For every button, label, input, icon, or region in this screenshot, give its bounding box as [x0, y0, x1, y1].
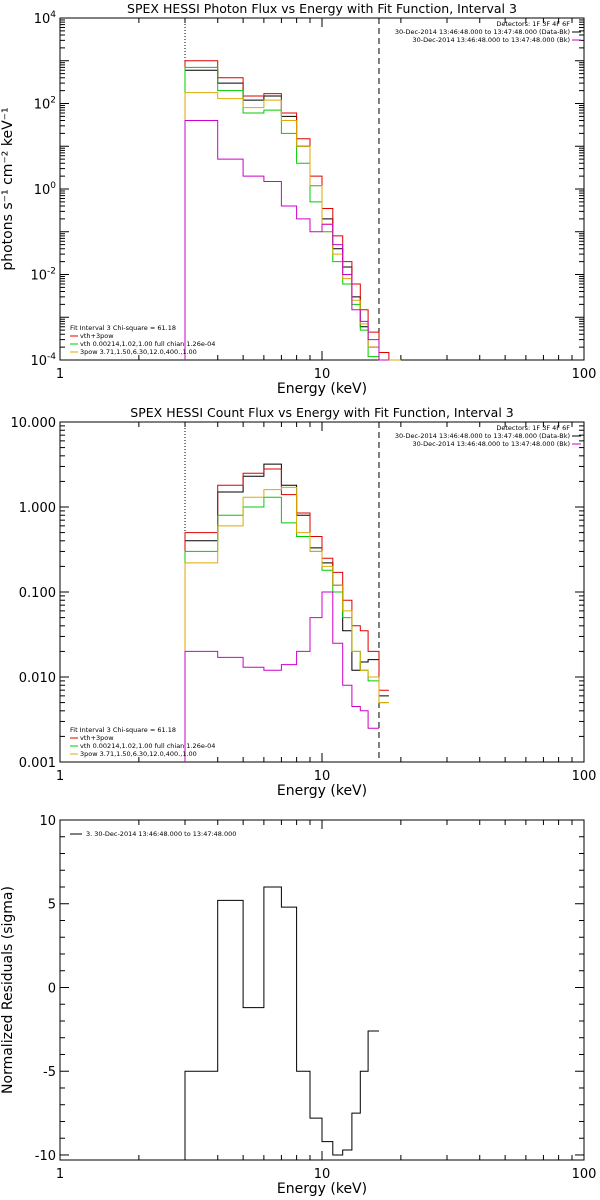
series-5-line [184, 120, 389, 361]
chart-1: 1 10 100 10-4 10-2 100 102 104 SPEX HESSI Photon… [0, 1, 596, 397]
y-tick-label: 0 [48, 981, 56, 996]
series-5-line [184, 591, 379, 762]
series-4-line [184, 486, 389, 762]
legend-top-right-text: Detectors: 1F 3F 4F 6F [496, 20, 570, 28]
legend-bottom-left-text: vth 0.00214,1.02,1.00 full chian 1.26e-0… [80, 340, 215, 348]
y-tick-label: 1.000 [19, 501, 56, 516]
legend-top-right-text: 30-Dec-2014 13:46:48.000 to 13:47:48.000… [413, 36, 571, 44]
y-tick-label: 10 [39, 814, 56, 829]
legend-top-right-text: 30-Dec-2014 13:46:48.000 to 13:47:48.000… [413, 440, 571, 448]
legend-top-right-text: Detectors: 1F 3F 4F 6F [496, 424, 570, 432]
legend-bottom-left-text: 3pow 3.71,1.50,6.30,12.0,400.,1.00 [80, 348, 197, 356]
x-tick-label: 10 [314, 1167, 331, 1182]
x-axis-label: Energy (keV) [277, 381, 367, 397]
x-axis-label: Energy (keV) [277, 1181, 367, 1197]
y-tick-label: 102 [34, 96, 56, 113]
legend-bottom-left-text: 3pow 3.71,1.50,6.30,12.0,400.,1.00 [80, 750, 197, 758]
y-axis-label: photons s⁻¹ cm⁻² keV⁻¹ [0, 107, 16, 270]
series-3-line [184, 496, 389, 762]
chart-title: SPEX HESSI Photon Flux vs Energy with Fi… [127, 1, 517, 16]
legend-bottom-left-text: vth+3pow [80, 734, 114, 742]
y-axis-label: Normalized Residuals (sigma) [0, 886, 16, 1094]
x-tick-label: 10 [314, 367, 331, 382]
y-tick-label: 100 [34, 181, 57, 198]
legend-bottom-left-text: Fit Interval 3 Chi-square = 61.18 [70, 324, 176, 332]
legend-top-left-text: 3. 30-Dec-2014 13:46:48.000 to 13:47:48.… [86, 830, 236, 838]
series-3-line [184, 66, 389, 361]
y-tick-label: -5 [43, 1065, 56, 1080]
legend-bottom-left-text: vth+3pow [80, 332, 114, 340]
legend-top-right-text: 30-Dec-2014 13:46:48.000 to 13:47:48.000… [395, 432, 570, 440]
y-tick-label: 10.000 [11, 416, 57, 431]
y-tick-label: 104 [34, 10, 57, 27]
y-tick-label: -10 [35, 1149, 56, 1164]
x-tick-label: 100 [572, 1167, 597, 1182]
legend-bottom-left-text: vth 0.00214,1.02,1.00 full chian 1.26e-0… [80, 742, 215, 750]
x-tick-label: 1 [56, 1167, 64, 1182]
y-tick-label: 0.010 [19, 671, 56, 686]
series-2-line [184, 468, 389, 762]
x-tick-label: 10 [314, 769, 331, 784]
chart-title: SPEX HESSI Count Flux vs Energy with Fit… [130, 405, 513, 420]
series-1-line [184, 886, 379, 1160]
x-tick-label: 1 [56, 769, 64, 784]
x-tick-label: 100 [572, 367, 597, 382]
series-1-line [184, 69, 389, 361]
plot-frame [59, 819, 585, 1161]
legend-bottom-left-text: Fit Interval 3 Chi-square = 61.18 [70, 726, 176, 734]
y-tick-label: 0.001 [19, 756, 56, 771]
chart-2: 1 10 100 0.001 0.010 0.100 1.000 10.000 SPEX HES… [11, 405, 597, 799]
x-tick-label: 100 [572, 769, 597, 784]
legend-top-right-text: 30-Dec-2014 13:46:48.000 to 13:47:48.000… [395, 28, 570, 36]
series-2-line [184, 60, 401, 361]
y-tick-label: 10-2 [30, 267, 56, 284]
y-tick-label: 10-4 [30, 352, 56, 369]
x-tick-label: 1 [56, 367, 64, 382]
y-tick-label: 0.100 [19, 586, 56, 601]
series-1-line [184, 463, 389, 762]
y-tick-label: 5 [48, 898, 56, 913]
x-axis-label: Energy (keV) [277, 783, 367, 799]
